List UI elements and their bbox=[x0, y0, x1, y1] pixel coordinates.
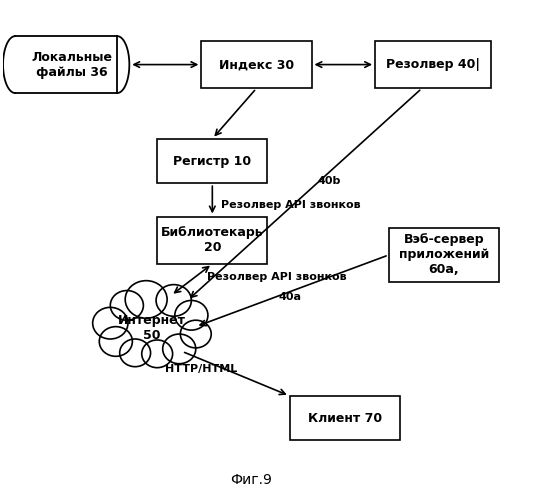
Circle shape bbox=[141, 340, 173, 367]
Text: Резолвер API звонков: Резолвер API звонков bbox=[221, 200, 360, 209]
Text: Библиотекарь
20: Библиотекарь 20 bbox=[161, 226, 263, 254]
FancyBboxPatch shape bbox=[157, 216, 267, 264]
Text: Резолвер API звонков: Резолвер API звонков bbox=[207, 272, 346, 282]
Circle shape bbox=[163, 334, 196, 364]
Text: Индекс 30: Индекс 30 bbox=[219, 58, 294, 71]
Text: HTTP/HTML: HTTP/HTML bbox=[165, 364, 238, 374]
Text: Вэб-сервер
приложений
60а,: Вэб-сервер приложений 60а, bbox=[399, 234, 489, 276]
Circle shape bbox=[92, 308, 128, 339]
Circle shape bbox=[110, 290, 143, 320]
FancyBboxPatch shape bbox=[290, 396, 400, 440]
Circle shape bbox=[120, 339, 150, 366]
Text: Регистр 10: Регистр 10 bbox=[173, 154, 251, 168]
Circle shape bbox=[180, 320, 211, 348]
FancyBboxPatch shape bbox=[389, 228, 499, 282]
Text: Локальные
файлы 36: Локальные файлы 36 bbox=[32, 50, 113, 78]
Text: 40b: 40b bbox=[317, 176, 340, 186]
FancyBboxPatch shape bbox=[157, 138, 267, 183]
Circle shape bbox=[175, 300, 208, 330]
Text: Фиг.9: Фиг.9 bbox=[230, 473, 272, 487]
Polygon shape bbox=[15, 36, 129, 93]
Circle shape bbox=[99, 326, 133, 356]
Text: Клиент 70: Клиент 70 bbox=[307, 412, 382, 424]
Text: Резолвер 40|: Резолвер 40| bbox=[386, 58, 480, 71]
FancyBboxPatch shape bbox=[375, 41, 491, 88]
Text: 40a: 40a bbox=[278, 292, 301, 302]
Circle shape bbox=[125, 280, 167, 318]
Circle shape bbox=[156, 284, 192, 316]
FancyBboxPatch shape bbox=[201, 41, 311, 88]
Text: Интернет
50: Интернет 50 bbox=[118, 314, 185, 342]
